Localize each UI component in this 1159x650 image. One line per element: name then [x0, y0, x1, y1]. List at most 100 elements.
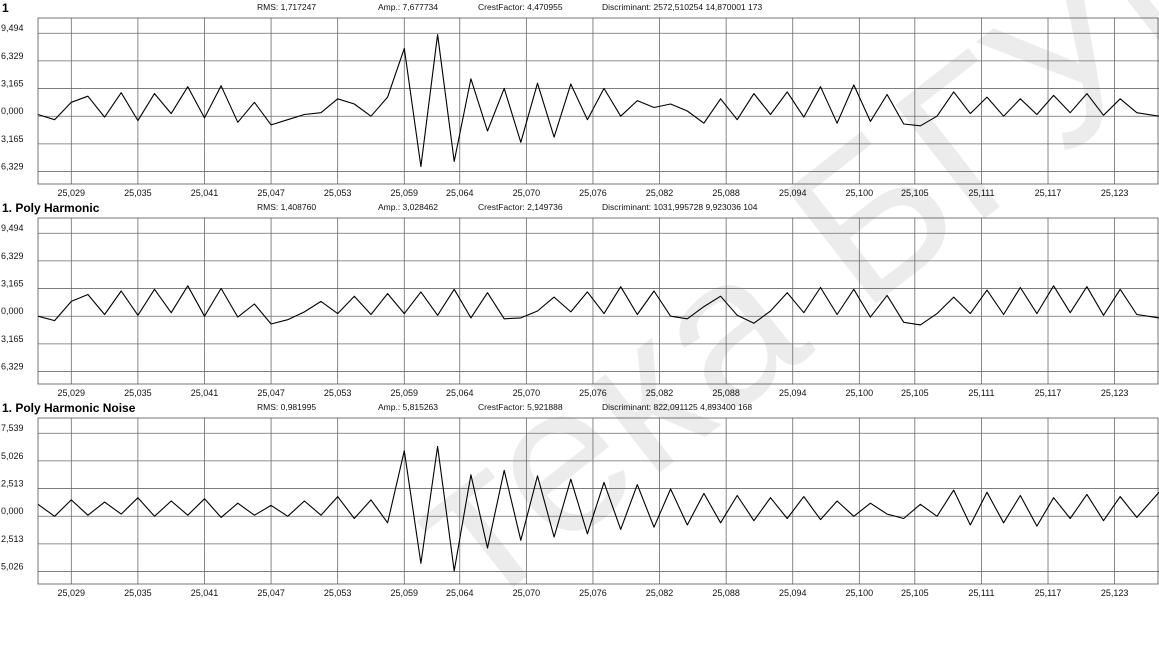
- x-tick-label: 25,117: [1035, 388, 1062, 398]
- panel-title: 1. Poly Harmonic: [2, 201, 100, 215]
- x-tick-label: 25,123: [1101, 588, 1129, 598]
- x-tick-label: 25,047: [257, 588, 285, 598]
- y-tick-label: 6,329: [1, 51, 24, 61]
- x-tick-label: 25,070: [513, 188, 541, 198]
- y-tick-label: 5,026: [1, 451, 24, 461]
- panel-header: 1. Poly Harmonic Noise RMS: 0,981995 Amp…: [0, 400, 1159, 416]
- x-tick-label: 25,088: [712, 188, 740, 198]
- rms-readout: RMS: 0,981995: [257, 402, 317, 412]
- x-tick-label: 25,047: [257, 188, 285, 198]
- x-tick-label: 25,094: [779, 388, 807, 398]
- y-tick-label: 6,329: [1, 162, 24, 172]
- amplitude-readout: Amp.: 5,815263: [378, 402, 439, 412]
- x-tick-label: 25,111: [968, 188, 994, 198]
- y-tick-label: 0,000: [1, 306, 24, 316]
- y-tick-label: 0,000: [1, 106, 24, 116]
- x-tick-label: 25,082: [646, 588, 674, 598]
- x-tick-label: 25,053: [324, 388, 352, 398]
- x-tick-label: 25,111: [968, 588, 994, 598]
- x-tick-label: 25,094: [779, 188, 807, 198]
- x-tick-label: 25,082: [646, 388, 674, 398]
- x-tick-label: 25,047: [257, 388, 285, 398]
- x-tick-label: 25,053: [324, 188, 352, 198]
- plot-frame: [37, 17, 1159, 185]
- waveform-chart: 25,029 25,035 25,041 25,047 25,053 25,059 25,0…: [1, 217, 1159, 398]
- panel-title: 1. Poly Harmonic Noise: [2, 401, 136, 415]
- y-tick-label: 2,513: [1, 534, 24, 544]
- x-tick-label: 25,029: [58, 388, 86, 398]
- x-tick-label: 25,100: [846, 388, 874, 398]
- x-tick-label: 25,123: [1101, 188, 1129, 198]
- x-tick-label: 25,105: [901, 388, 929, 398]
- x-tick-label: 25,100: [846, 188, 874, 198]
- x-tick-label: 25,035: [124, 388, 152, 398]
- x-tick-label: 25,059: [391, 188, 419, 198]
- x-tick-label: 25,117: [1035, 188, 1062, 198]
- signal-panel-1: 1 RMS: 1,717247 Amp.: 7,677734 CrestFact…: [0, 0, 1159, 201]
- x-tick-label: 25,070: [513, 588, 541, 598]
- x-tick-label: 25,064: [446, 188, 474, 198]
- crest-factor-readout: CrestFactor: 5,921888: [478, 402, 563, 412]
- plot-area: [37, 17, 1159, 185]
- waveform-chart: 25,029 25,035 25,041 25,047 25,053 25,059 25,0…: [1, 417, 1159, 598]
- x-tick-label: 25,082: [646, 188, 674, 198]
- amplitude-readout: Amp.: 3,028462: [378, 202, 439, 212]
- x-tick-label: 25,064: [446, 388, 474, 398]
- discriminant-readout: Discriminant: 1031,995728 9,923036 104: [602, 202, 758, 212]
- x-tick-label: 25,123: [1101, 388, 1129, 398]
- amplitude-readout: Amp.: 7,677734: [378, 2, 439, 12]
- plot-frame: [37, 217, 1159, 385]
- x-tick-label: 25,105: [901, 588, 929, 598]
- x-tick-label: 25,076: [579, 188, 607, 198]
- y-tick-label: 9,494: [1, 223, 24, 233]
- x-tick-label: 25,059: [391, 388, 419, 398]
- panel-header: 1 RMS: 1,717247 Amp.: 7,677734 CrestFact…: [0, 0, 1159, 16]
- waveform-chart: 25,029 25,035 25,041 25,047 25,053 25,059 25,0…: [1, 17, 1159, 198]
- x-tick-label: 25,029: [58, 188, 86, 198]
- x-tick-label: 25,117: [1035, 588, 1062, 598]
- plot-area: [37, 217, 1159, 385]
- discriminant-readout: Discriminant: 2572,510254 14,870001 173: [602, 2, 763, 12]
- y-tick-label: 3,165: [1, 334, 24, 344]
- y-tick-label: 6,329: [1, 251, 24, 261]
- rms-readout: RMS: 1,408760: [257, 202, 317, 212]
- y-tick-label: 0,000: [1, 506, 24, 516]
- x-tick-label: 25,094: [779, 588, 807, 598]
- x-tick-label: 25,041: [191, 388, 219, 398]
- x-tick-label: 25,029: [58, 588, 86, 598]
- waveform-line: [37, 445, 1159, 572]
- x-tick-label: 25,053: [324, 588, 352, 598]
- signal-panel-2: 1. Poly Harmonic RMS: 1,408760 Amp.: 3,0…: [0, 200, 1159, 401]
- y-tick-label: 6,329: [1, 362, 24, 372]
- discriminant-readout: Discriminant: 822,091125 4,893400 168: [602, 402, 753, 412]
- x-tick-label: 25,076: [579, 388, 607, 398]
- crest-factor-readout: CrestFactor: 2,149736: [478, 202, 563, 212]
- y-tick-label: 5,026: [1, 562, 24, 572]
- x-tick-label: 25,035: [124, 188, 152, 198]
- waveform-line: [37, 285, 1159, 326]
- x-tick-label: 25,076: [579, 588, 607, 598]
- x-tick-label: 25,041: [191, 188, 219, 198]
- x-tick-label: 25,059: [391, 588, 419, 598]
- y-tick-label: 2,513: [1, 479, 24, 489]
- y-tick-label: 3,165: [1, 279, 24, 289]
- y-tick-label: 9,494: [1, 23, 24, 33]
- plot-frame: [37, 417, 1159, 585]
- panel-header: 1. Poly Harmonic RMS: 1,408760 Amp.: 3,0…: [0, 200, 1159, 216]
- x-tick-label: 25,064: [446, 588, 474, 598]
- x-tick-label: 25,041: [191, 588, 219, 598]
- plot-area: [37, 417, 1159, 585]
- signal-panel-3: 1. Poly Harmonic Noise RMS: 0,981995 Amp…: [0, 400, 1159, 601]
- x-tick-label: 25,105: [901, 188, 929, 198]
- rms-readout: RMS: 1,717247: [257, 2, 317, 12]
- waveform-line: [37, 33, 1159, 168]
- x-tick-label: 25,035: [124, 588, 152, 598]
- y-tick-label: 3,165: [1, 79, 24, 89]
- x-tick-label: 25,088: [712, 588, 740, 598]
- x-tick-label: 25,100: [846, 588, 874, 598]
- panel-title: 1: [2, 1, 9, 15]
- crest-factor-readout: CrestFactor: 4,470955: [478, 2, 563, 12]
- x-tick-label: 25,070: [513, 388, 541, 398]
- y-tick-label: 3,165: [1, 134, 24, 144]
- x-tick-label: 25,088: [712, 388, 740, 398]
